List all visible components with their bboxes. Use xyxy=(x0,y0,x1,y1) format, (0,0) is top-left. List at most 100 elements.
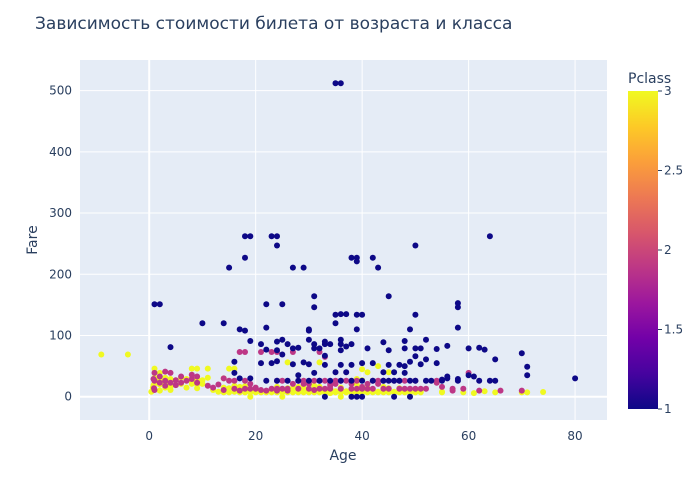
scatter-point-class-1[interactable] xyxy=(385,293,392,300)
scatter-point-class-1[interactable] xyxy=(316,377,323,384)
scatter-point-class-3[interactable] xyxy=(199,377,206,384)
scatter-point-class-2[interactable] xyxy=(172,382,179,389)
scatter-point-class-2[interactable] xyxy=(449,387,456,394)
scatter-point-class-2[interactable] xyxy=(258,349,264,355)
scatter-point-class-2[interactable] xyxy=(284,387,291,394)
scatter-point-class-1[interactable] xyxy=(412,242,419,249)
scatter-point-class-1[interactable] xyxy=(391,377,398,384)
scatter-point-class-2[interactable] xyxy=(385,385,392,392)
scatter-point-class-3[interactable] xyxy=(204,365,211,372)
scatter-point-class-1[interactable] xyxy=(348,377,355,384)
scatter-point-class-1[interactable] xyxy=(274,233,280,240)
scatter-point-class-1[interactable] xyxy=(428,377,435,384)
scatter-point-class-2[interactable] xyxy=(401,385,408,392)
scatter-point-class-2[interactable] xyxy=(183,377,190,384)
scatter-point-class-3[interactable] xyxy=(316,359,323,366)
scatter-point-class-1[interactable] xyxy=(289,345,296,352)
scatter-point-class-2[interactable] xyxy=(162,377,169,384)
scatter-point-class-1[interactable] xyxy=(359,311,366,318)
scatter-point-class-1[interactable] xyxy=(359,360,366,367)
scatter-point-class-1[interactable] xyxy=(295,344,302,351)
scatter-point-class-1[interactable] xyxy=(423,377,429,384)
scatter-point-class-1[interactable] xyxy=(279,351,286,358)
scatter-point-class-1[interactable] xyxy=(332,369,339,376)
scatter-point-class-1[interactable] xyxy=(263,324,270,331)
scatter-point-class-2[interactable] xyxy=(236,387,243,394)
scatter-point-class-3[interactable] xyxy=(332,388,339,395)
scatter-point-class-1[interactable] xyxy=(337,341,344,348)
scatter-point-class-1[interactable] xyxy=(465,372,472,379)
scatter-point-class-1[interactable] xyxy=(433,346,440,352)
scatter-point-class-2[interactable] xyxy=(236,349,243,355)
scatter-point-class-2[interactable] xyxy=(150,376,157,382)
scatter-point-class-3[interactable] xyxy=(470,390,477,397)
scatter-point-class-3[interactable] xyxy=(327,390,334,397)
scatter-point-class-2[interactable] xyxy=(460,385,467,392)
scatter-point-class-2[interactable] xyxy=(274,387,280,394)
scatter-point-class-3[interactable] xyxy=(204,374,211,381)
scatter-point-class-2[interactable] xyxy=(321,377,328,384)
scatter-point-class-3[interactable] xyxy=(226,365,233,372)
scatter-point-class-1[interactable] xyxy=(359,377,366,384)
scatter-point-class-2[interactable] xyxy=(242,349,248,355)
scatter-point-class-1[interactable] xyxy=(311,369,318,376)
scatter-point-class-1[interactable] xyxy=(454,300,461,307)
scatter-point-class-2[interactable] xyxy=(156,373,163,380)
scatter-point-class-2[interactable] xyxy=(226,377,233,384)
scatter-point-class-2[interactable] xyxy=(178,379,185,386)
scatter-point-class-2[interactable] xyxy=(369,385,376,392)
scatter-point-class-2[interactable] xyxy=(300,377,307,384)
scatter-point-class-2[interactable] xyxy=(231,377,238,384)
scatter-point-class-1[interactable] xyxy=(391,393,398,400)
scatter-point-class-1[interactable] xyxy=(369,360,376,367)
scatter-point-class-2[interactable] xyxy=(380,385,387,392)
scatter-point-class-3[interactable] xyxy=(284,359,291,366)
scatter-point-class-2[interactable] xyxy=(311,387,318,393)
scatter-point-class-1[interactable] xyxy=(412,345,419,352)
scatter-point-class-1[interactable] xyxy=(289,361,296,368)
scatter-point-class-1[interactable] xyxy=(199,320,206,327)
scatter-point-class-3[interactable] xyxy=(98,351,105,358)
scatter-point-class-1[interactable] xyxy=(454,324,461,331)
scatter-point-class-3[interactable] xyxy=(289,385,296,392)
scatter-point-class-3[interactable] xyxy=(156,387,163,394)
scatter-point-class-2[interactable] xyxy=(305,385,312,392)
scatter-point-class-1[interactable] xyxy=(327,377,334,384)
scatter-point-class-2[interactable] xyxy=(321,385,328,392)
scatter-point-class-2[interactable] xyxy=(295,385,302,392)
scatter-point-class-2[interactable] xyxy=(188,376,195,382)
scatter-point-class-1[interactable] xyxy=(401,369,408,376)
scatter-point-class-3[interactable] xyxy=(375,363,382,370)
scatter-point-class-2[interactable] xyxy=(417,385,424,392)
scatter-point-class-2[interactable] xyxy=(279,377,286,384)
scatter-point-class-2[interactable] xyxy=(332,377,339,384)
scatter-point-class-1[interactable] xyxy=(396,377,403,384)
scatter-point-class-1[interactable] xyxy=(337,80,344,87)
scatter-point-class-1[interactable] xyxy=(300,359,307,366)
scatter-point-class-3[interactable] xyxy=(215,388,222,395)
scatter-point-class-2[interactable] xyxy=(343,377,350,384)
scatter-point-class-3[interactable] xyxy=(124,351,131,358)
scatter-point-class-1[interactable] xyxy=(417,361,424,368)
scatter-point-class-3[interactable] xyxy=(364,369,371,376)
scatter-point-class-1[interactable] xyxy=(284,377,291,384)
scatter-point-class-1[interactable] xyxy=(332,320,339,327)
scatter-point-class-2[interactable] xyxy=(289,380,296,387)
scatter-point-class-1[interactable] xyxy=(353,311,360,318)
scatter-point-class-2[interactable] xyxy=(156,379,163,386)
scatter-point-class-1[interactable] xyxy=(412,377,419,384)
scatter-point-class-1[interactable] xyxy=(242,254,248,261)
scatter-point-class-1[interactable] xyxy=(407,358,413,365)
scatter-point-class-2[interactable] xyxy=(412,385,419,392)
scatter-point-class-1[interactable] xyxy=(332,80,339,87)
scatter-point-class-2[interactable] xyxy=(258,387,264,393)
scatter-point-class-1[interactable] xyxy=(236,326,243,333)
scatter-point-class-1[interactable] xyxy=(268,360,275,367)
scatter-point-class-3[interactable] xyxy=(194,365,201,372)
scatter-point-class-1[interactable] xyxy=(247,338,254,344)
scatter-point-class-1[interactable] xyxy=(305,336,312,343)
scatter-point-class-1[interactable] xyxy=(444,342,451,349)
scatter-point-class-2[interactable] xyxy=(268,385,275,392)
scatter-point-class-2[interactable] xyxy=(353,385,360,392)
scatter-point-class-2[interactable] xyxy=(423,385,429,392)
